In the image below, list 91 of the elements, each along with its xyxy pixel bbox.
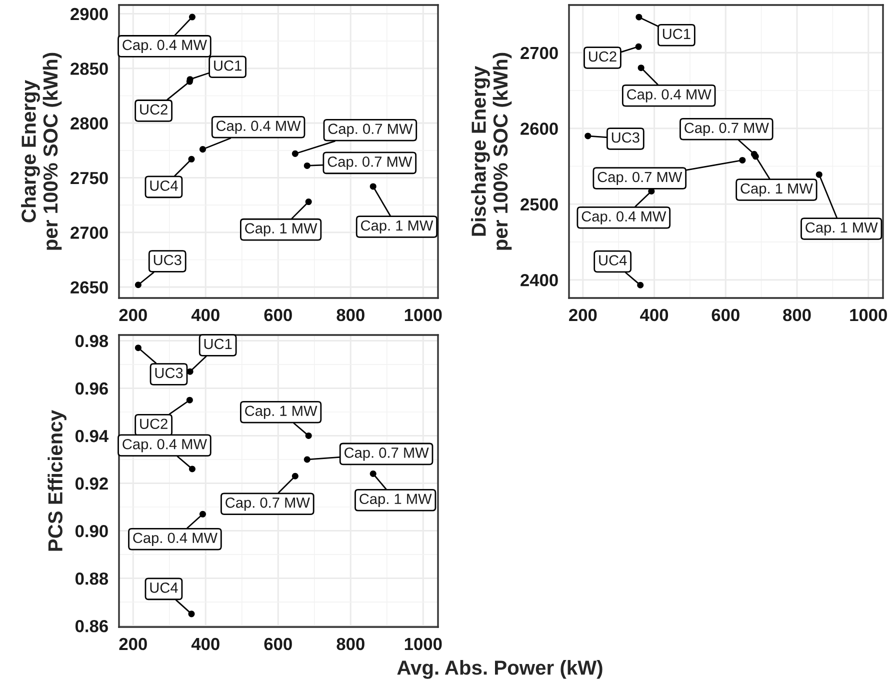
annotation: UC1 (662, 28, 690, 40)
x-tick-label: 200 (569, 308, 597, 322)
point (188, 610, 195, 618)
annotation: Cap. 0.7 MW (598, 172, 682, 186)
point (635, 43, 642, 50)
x-tick-label: 1000 (850, 308, 887, 322)
annotation: UC3 (154, 254, 182, 266)
x-tick-label: 800 (336, 638, 364, 650)
annotation: UC4 (150, 180, 178, 191)
annotation: Cap. 0.4 MW (582, 211, 666, 224)
point (134, 344, 142, 352)
y-tick-label: 2700 (70, 226, 108, 239)
annotation: Cap. 1 MW (740, 183, 813, 197)
annotation: Cap. 0.4 MW (133, 532, 218, 546)
point (739, 156, 746, 164)
y-tick-label: 0.90 (75, 524, 108, 538)
annotation: UC4 (150, 582, 178, 593)
point (199, 510, 206, 518)
x-axis-title: Avg. Abs. Power (kW) (397, 660, 602, 679)
y-tick-label: 2800 (70, 117, 108, 130)
point (292, 472, 298, 480)
y-tick-label: 0.86 (75, 620, 108, 632)
annotation: UC3 (155, 368, 183, 378)
point (186, 396, 193, 404)
annotation: UC1 (214, 60, 242, 71)
annotation: UC2 (140, 104, 168, 115)
point (188, 466, 196, 472)
y-axis-title: Charge Energy per 100% SOC (kWh) (21, 52, 62, 250)
x-tick-label: 1000 (404, 308, 442, 322)
point (134, 282, 142, 288)
annotation: Cap. 0.7 MW (226, 497, 310, 511)
point (292, 150, 298, 157)
x-tick-label: 600 (712, 308, 740, 322)
annotation: Cap. 0.7 MW (328, 156, 412, 170)
point (637, 282, 644, 288)
annotation: Cap. 0.4 MW (216, 120, 301, 134)
annotation: Cap. 0.7 MW (344, 448, 429, 461)
x-tick-label: 200 (119, 638, 147, 650)
x-tick-label: 1000 (404, 638, 442, 650)
point (199, 146, 206, 153)
point (638, 64, 644, 72)
point (370, 470, 376, 478)
x-tick-label: 800 (783, 308, 811, 322)
point (752, 153, 759, 160)
point (584, 132, 592, 140)
y-tick-label: 0.88 (75, 572, 108, 585)
x-tick-label: 400 (191, 308, 220, 322)
point (188, 156, 195, 162)
annotation: UC3 (612, 132, 640, 143)
y-tick-label: 2400 (520, 274, 558, 286)
y-tick-label: 2600 (520, 122, 558, 135)
annotation: Cap. 0.4 MW (122, 40, 207, 53)
x-tick-label: 600 (264, 308, 292, 322)
y-tick-label: 2650 (70, 281, 108, 294)
y-tick-label: 2850 (70, 62, 108, 75)
y-tick-label: 2900 (70, 8, 108, 20)
annotation: Cap. 0.7 MW (328, 124, 413, 137)
annotation: UC2 (589, 51, 616, 62)
point (305, 198, 312, 206)
annotation: Cap. 1 MW (245, 223, 318, 236)
x-tick-label: 200 (119, 308, 147, 322)
annotation: Cap. 1 MW (360, 494, 432, 507)
y-tick-label: 0.96 (75, 382, 108, 395)
annotation: Cap. 1 MW (806, 222, 878, 236)
annotation: Cap. 0.4 MW (627, 89, 712, 102)
point (188, 14, 196, 20)
y-tick-label: 2750 (70, 172, 108, 184)
point (304, 456, 310, 463)
annotation: Cap. 0.4 MW (122, 438, 207, 452)
y-axis-title: PCS Efficiency (48, 410, 66, 551)
annotation: Cap. 0.7 MW (684, 122, 769, 136)
x-tick-label: 400 (640, 308, 668, 322)
point (370, 183, 376, 190)
point (304, 162, 310, 169)
annotation: Cap. 1 MW (361, 220, 434, 234)
y-tick-label: 0.98 (75, 334, 108, 348)
point (816, 171, 822, 178)
x-tick-label: 800 (336, 308, 364, 322)
y-tick-label: 0.94 (75, 430, 108, 442)
y-axis-title: Discharge Energy per 100% SOC (kWh) (471, 52, 512, 250)
y-tick-label: 2700 (520, 46, 558, 60)
y-tick-label: 2500 (520, 198, 558, 211)
annotation: UC1 (204, 338, 232, 350)
annotation: Cap. 1 MW (245, 406, 318, 419)
y-tick-label: 0.92 (75, 477, 108, 490)
annotation: UC4 (599, 255, 627, 266)
x-tick-label: 600 (264, 638, 292, 650)
x-tick-label: 400 (191, 638, 220, 650)
annotation: UC2 (140, 418, 168, 430)
point (305, 432, 312, 439)
point (636, 14, 642, 20)
